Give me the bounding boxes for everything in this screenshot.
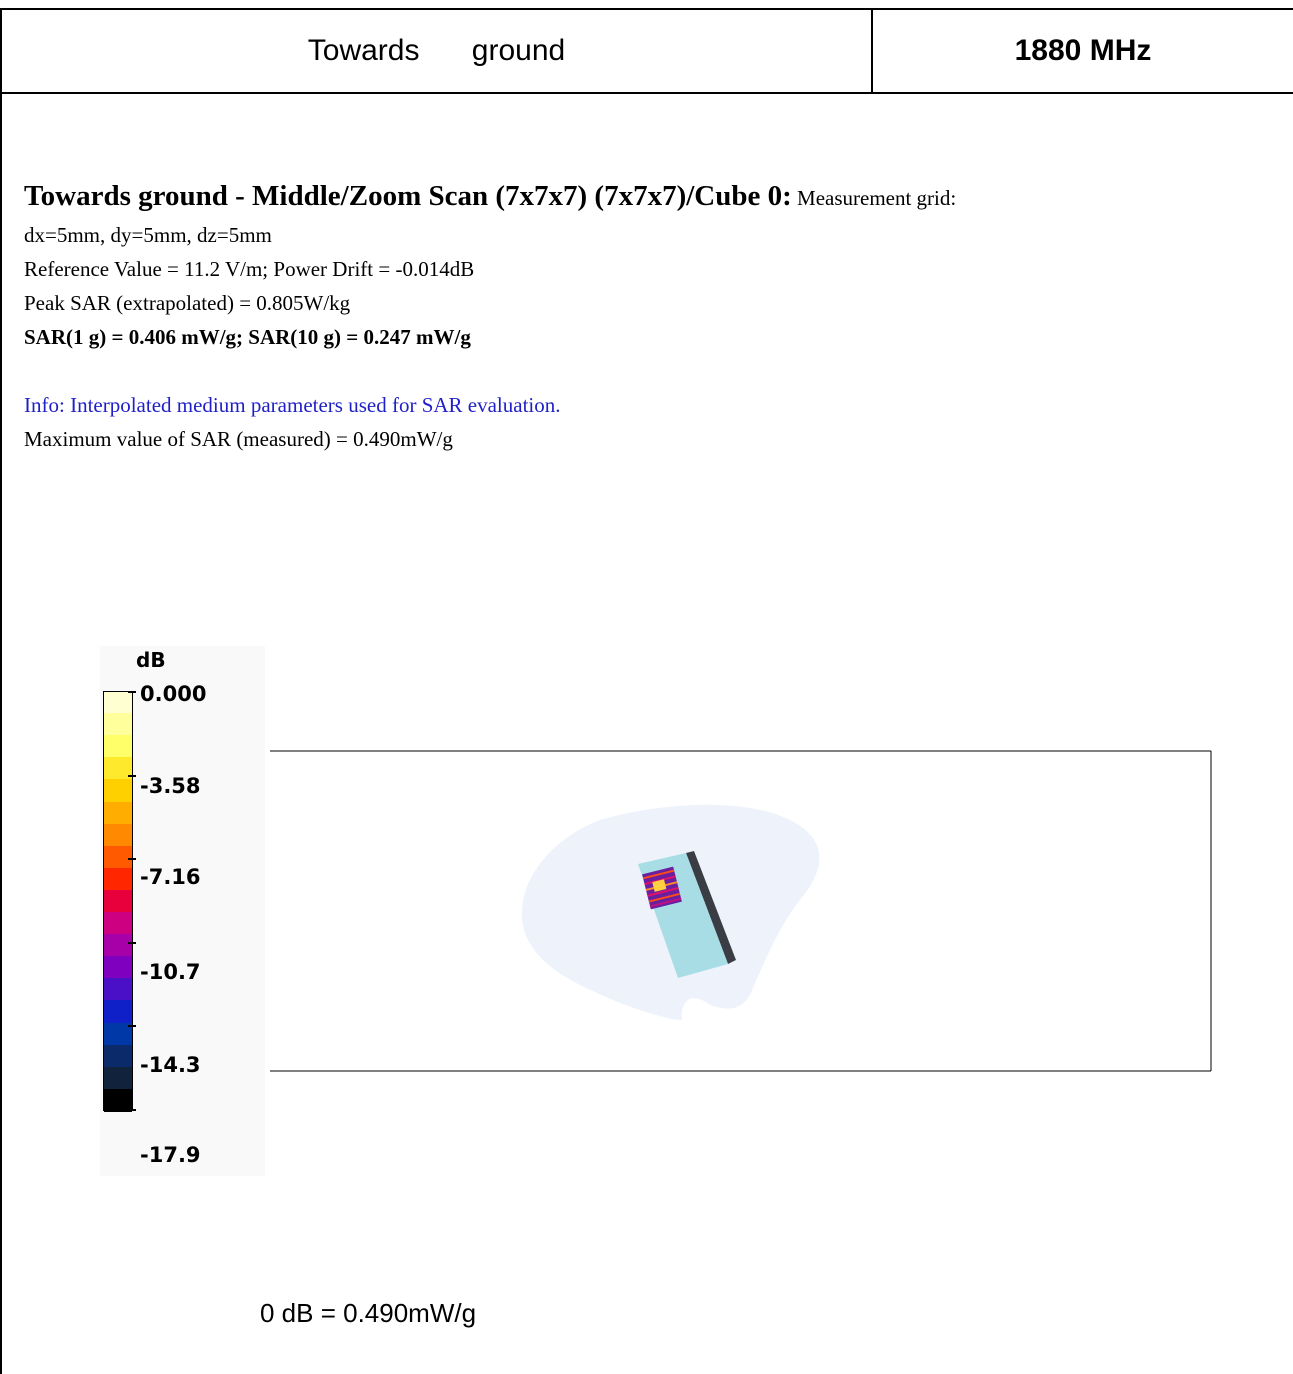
plot-canvas xyxy=(270,750,1212,1072)
colorbar-border xyxy=(103,691,133,1111)
header-table: Towards ground 1880 MHz xyxy=(0,8,1293,94)
sar-result-line: SAR(1 g) = 0.406 mW/g; SAR(10 g) = 0.247… xyxy=(24,325,471,349)
device-side xyxy=(686,851,736,964)
colorbar-segment xyxy=(104,801,132,825)
colorbar-segment xyxy=(104,691,132,714)
reference-line: Reference Value = 11.2 V/m; Power Drift … xyxy=(24,257,475,281)
colorbar-label: -17.9 xyxy=(140,1143,201,1167)
colorbar-segment xyxy=(104,845,132,869)
colorbar-unit: dB xyxy=(136,648,166,672)
page-frame-left xyxy=(0,94,2,1374)
colorbar-segment xyxy=(104,1000,132,1024)
colorbar-segment xyxy=(104,713,132,737)
colorbar-label: -3.58 xyxy=(140,774,201,798)
colorbar-segment xyxy=(104,1022,132,1046)
colorbar-segment xyxy=(104,823,132,847)
colorbar-segment xyxy=(104,956,132,980)
colorbar-segment xyxy=(104,867,132,891)
colorbar-segment xyxy=(104,978,132,1002)
colorbar-label: 0.000 xyxy=(140,682,207,706)
colorbar-segment xyxy=(104,757,132,781)
colorbar-label: -7.16 xyxy=(140,865,201,889)
colorbar-label: -10.7 xyxy=(140,960,201,984)
colorbar-label: -14.3 xyxy=(140,1053,201,1077)
colorbar-segment xyxy=(104,1044,132,1068)
colorbar-segment xyxy=(104,889,132,913)
colorbar-segment xyxy=(104,779,132,803)
peak-sar-line: Peak SAR (extrapolated) = 0.805W/kg xyxy=(24,291,351,315)
info-line: Info: Interpolated medium parameters use… xyxy=(24,393,561,417)
db-colorbar: dB 0.000 -3.58 -7.16 -10.7 -14.3 -17.9 xyxy=(100,646,265,1176)
colorbar-segment xyxy=(104,912,132,936)
grid-line: dx=5mm, dy=5mm, dz=5mm xyxy=(24,223,272,247)
measurement-report: Towards ground - Middle/Zoom Scan (7x7x7… xyxy=(24,176,1274,456)
colorbar-segment xyxy=(104,1088,132,1112)
scan-title-tail: Measurement grid: xyxy=(791,186,957,210)
colorbar-segment xyxy=(104,735,132,759)
header-position-cell: Towards ground xyxy=(0,10,873,92)
db-reference-note: 0 dB = 0.490mW/g xyxy=(260,1298,477,1328)
header-frequency-cell: 1880 MHz xyxy=(1014,34,1152,67)
sar-hotspot xyxy=(642,866,682,910)
colorbar-segment xyxy=(104,1066,132,1090)
max-sar-line: Maximum value of SAR (measured) = 0.490m… xyxy=(24,427,453,451)
scan-title: Towards ground - Middle/Zoom Scan (7x7x7… xyxy=(24,176,1274,218)
sar-distribution-plot xyxy=(270,750,1212,1072)
scan-title-bold: Towards ground - Middle/Zoom Scan (7x7x7… xyxy=(24,180,792,212)
colorbar-segment xyxy=(104,934,132,958)
